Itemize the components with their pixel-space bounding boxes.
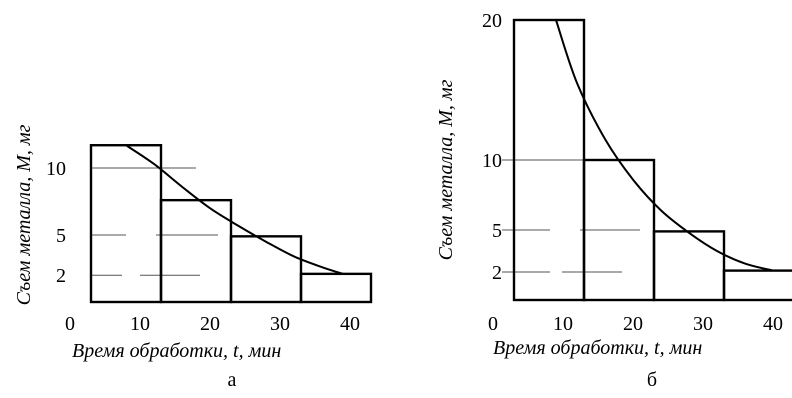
x-tick-label: 20	[200, 313, 220, 335]
y-tick-label: 10	[482, 150, 502, 172]
x-tick-label: 40	[340, 313, 360, 335]
x-tick-label: 0	[65, 313, 75, 335]
bar	[722, 269, 792, 302]
x-tick-label: 10	[130, 313, 150, 335]
x-tick-label: 40	[763, 313, 783, 335]
y-tick-label: 20	[482, 10, 502, 32]
y-axis-title: Съем металла, М, мг	[13, 124, 35, 305]
y-tick-label: 5	[492, 220, 502, 242]
series-line	[125, 144, 344, 275]
bar	[299, 272, 373, 304]
y-tick-label: 5	[56, 225, 66, 247]
bar	[89, 144, 163, 304]
y-tick-label: 10	[46, 158, 66, 180]
bar	[652, 230, 726, 302]
x-axis-title: Время обработки, t, мин	[72, 340, 281, 362]
y-axis-title: Съем металла, М, мг	[435, 79, 457, 260]
x-tick-label: 0	[488, 313, 498, 335]
panel-label: а	[228, 369, 237, 391]
x-axis-title: Время обработки, t, мин	[493, 337, 702, 359]
x-tick-label: 20	[623, 313, 643, 335]
y-tick-label: 2	[56, 265, 66, 287]
x-tick-label: 30	[693, 313, 713, 335]
series-line	[555, 19, 774, 272]
bar	[229, 235, 303, 304]
panel-label: б	[647, 369, 657, 391]
y-tick-label: 2	[492, 262, 502, 284]
x-tick-label: 10	[553, 313, 573, 335]
x-tick-label: 30	[270, 313, 290, 335]
